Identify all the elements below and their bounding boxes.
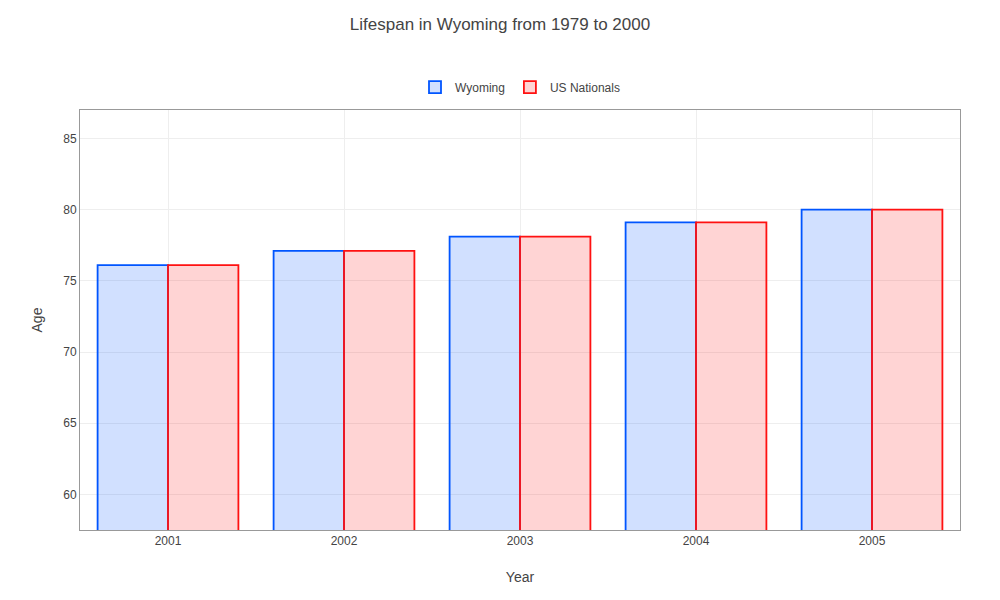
svg-text:2002: 2002 [331, 534, 358, 548]
svg-text:US Nationals: US Nationals [550, 81, 620, 95]
svg-text:Wyoming: Wyoming [455, 81, 505, 95]
svg-text:2005: 2005 [859, 534, 886, 548]
svg-text:65: 65 [63, 416, 77, 430]
svg-text:80: 80 [63, 203, 77, 217]
svg-text:Age: Age [29, 307, 45, 332]
svg-text:60: 60 [63, 488, 77, 502]
svg-text:Lifespan in Wyoming from 1979: Lifespan in Wyoming from 1979 to 2000 [350, 15, 650, 34]
svg-text:2003: 2003 [507, 534, 534, 548]
svg-text:75: 75 [63, 274, 77, 288]
svg-text:2001: 2001 [155, 534, 182, 548]
svg-text:Year: Year [506, 569, 535, 585]
svg-text:70: 70 [63, 345, 77, 359]
svg-text:85: 85 [63, 132, 77, 146]
svg-text:2004: 2004 [683, 534, 710, 548]
